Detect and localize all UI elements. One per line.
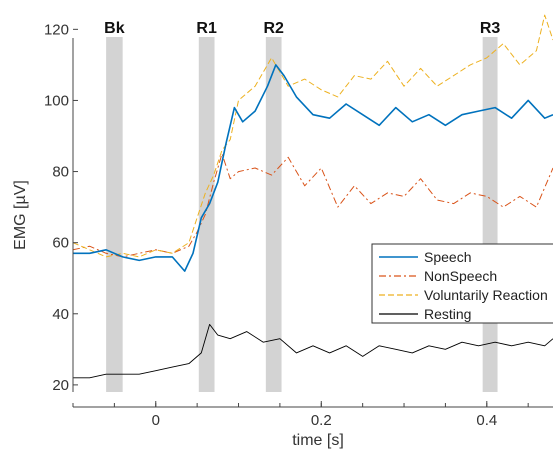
y-tick-label: 100: [44, 92, 69, 109]
band-bk: [106, 37, 123, 392]
x-tick-label: 0: [152, 412, 160, 429]
series-line-resting: [73, 323, 553, 379]
axes: 20 40 60 80 100 120 0 0.2 0.4 time [s] EMG [µV]: [12, 21, 553, 449]
legend-label-resting: Resting: [424, 306, 471, 322]
y-axis-title: EMG [µV]: [12, 180, 29, 250]
highlight-bands: Bk R1 R2 R3: [104, 20, 500, 392]
band-r1: [198, 37, 215, 392]
legend: Speech NonSpeech Voluntarily Reaction Resti…: [371, 243, 553, 324]
band-r3: [482, 37, 498, 392]
y-tick-label: 40: [52, 306, 69, 323]
series-line-nonspeech: [72, 153, 553, 258]
legend-label-voluntarily-reaction: Voluntarily Reaction: [424, 287, 548, 303]
x-tick-label: 0.2: [311, 412, 332, 429]
y-tick-label: 20: [52, 377, 69, 394]
series-line-speech: [73, 64, 553, 272]
x-tick-label: 0.4: [476, 412, 497, 429]
legend-label-nonspeech: NonSpeech: [424, 268, 497, 284]
legend-label-speech: Speech: [424, 249, 471, 265]
band-r2: [265, 37, 282, 392]
y-tick-label: 80: [52, 164, 69, 181]
band-label-r3: R3: [480, 20, 501, 37]
x-axis-title: time [s]: [292, 432, 344, 449]
series-layer: [72, 14, 553, 379]
band-label-r1: R1: [196, 20, 217, 37]
band-label-r2: R2: [263, 20, 284, 37]
band-label-bk: Bk: [104, 20, 125, 37]
y-tick-label: 120: [44, 21, 69, 38]
y-tick-label: 60: [52, 235, 69, 252]
series-line-voluntarily-reaction: [72, 14, 553, 258]
